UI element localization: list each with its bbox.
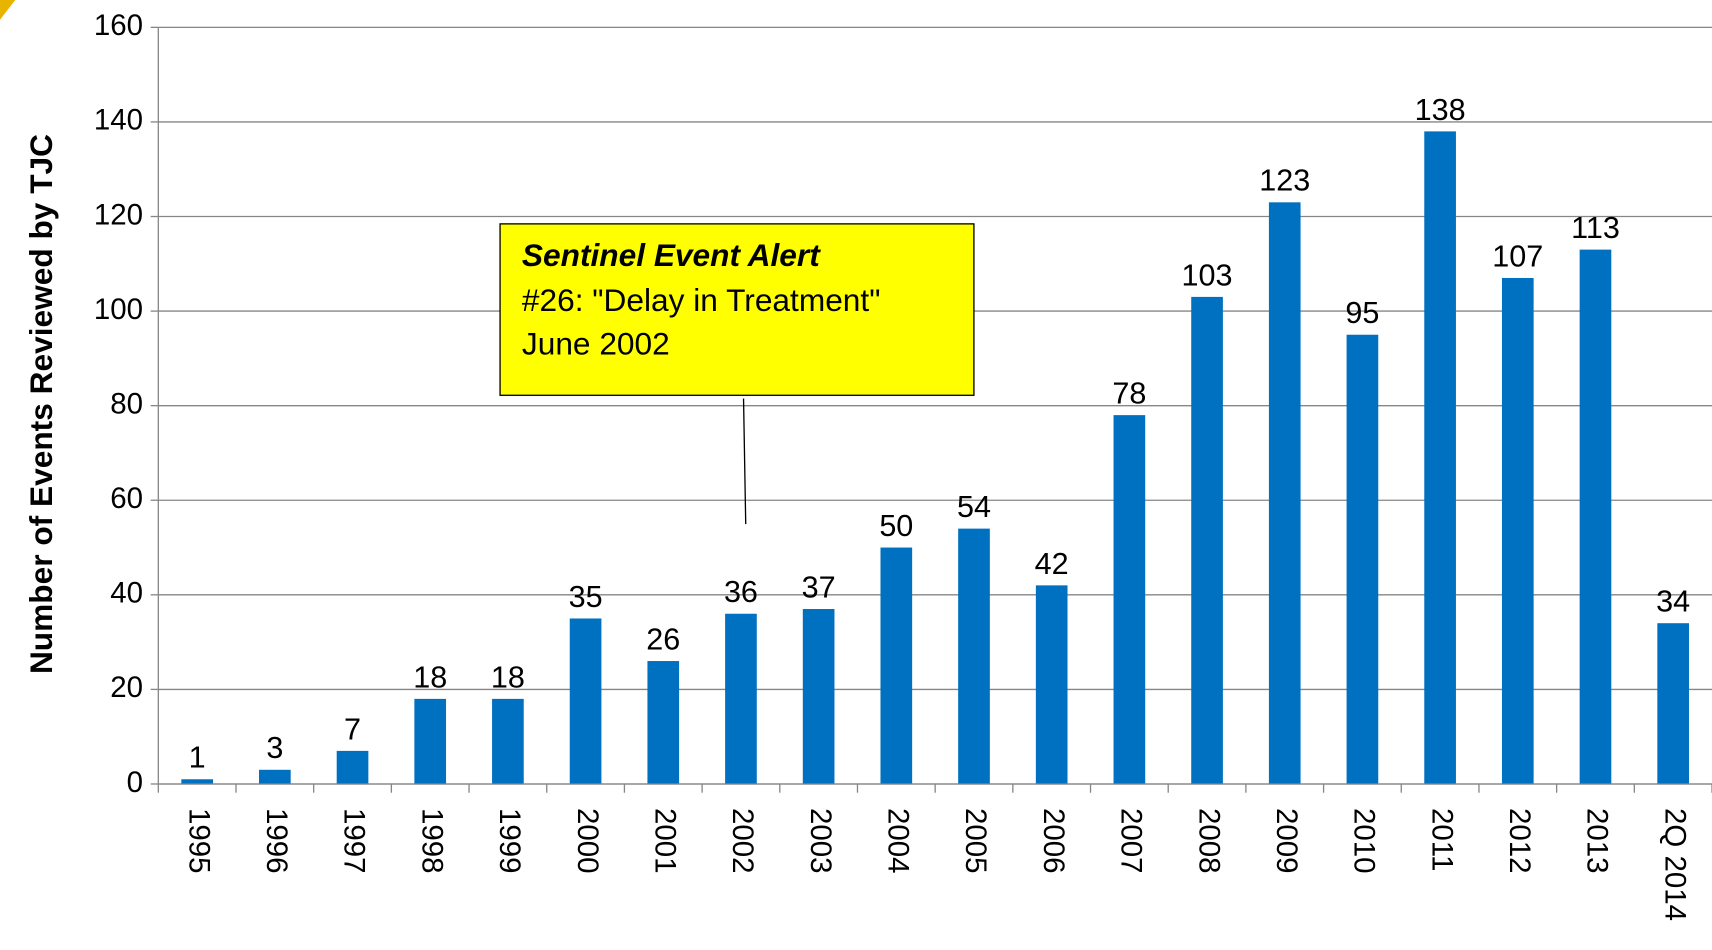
value-label: 95	[1345, 296, 1379, 330]
y-tick-label: 160	[94, 9, 143, 42]
value-label: 123	[1259, 164, 1310, 198]
bar	[1424, 131, 1456, 784]
value-label: 1	[189, 741, 206, 775]
y-tick-label: 20	[110, 671, 143, 704]
x-tick-label: 2Q 2014	[1658, 808, 1691, 921]
x-tick-label: 1997	[338, 808, 371, 874]
bar	[1191, 296, 1223, 784]
bar	[569, 618, 602, 784]
value-label: 107	[1492, 239, 1543, 273]
x-tick-label: 2012	[1503, 808, 1536, 874]
y-tick-label: 120	[94, 198, 143, 231]
x-tick-label: 1999	[493, 808, 526, 874]
bar	[1501, 277, 1534, 784]
value-label: 18	[491, 660, 525, 694]
x-tick-label: 2009	[1270, 808, 1303, 874]
x-tick-label: 2011	[1425, 808, 1458, 871]
value-label: 34	[1656, 585, 1690, 619]
value-label: 42	[1035, 547, 1069, 581]
bar	[647, 661, 680, 784]
value-label: 18	[413, 660, 447, 694]
corner-decoration	[0, 0, 16, 20]
y-tick-label: 0	[127, 766, 143, 799]
value-label: 138	[1415, 93, 1466, 127]
y-tick-label: 40	[110, 577, 143, 610]
value-label: 113	[1571, 211, 1620, 245]
value-label: 50	[879, 509, 913, 543]
annotation-box	[499, 223, 975, 396]
value-label: 37	[802, 570, 836, 604]
bar	[181, 779, 213, 784]
x-tick-label: 1996	[260, 808, 293, 874]
x-tick-label: 1995	[182, 808, 215, 874]
value-label: 36	[724, 575, 758, 609]
x-tick-label: 2007	[1115, 808, 1148, 874]
bar	[1035, 585, 1068, 784]
bar	[802, 609, 835, 784]
y-tick-label: 140	[94, 104, 143, 137]
x-tick-label: 2006	[1037, 808, 1070, 874]
value-label: 35	[569, 580, 603, 614]
bar	[1268, 202, 1301, 784]
bar	[414, 698, 447, 784]
x-tick-label: 2010	[1348, 808, 1381, 874]
bar	[1346, 334, 1379, 784]
value-label: 3	[266, 731, 283, 765]
bar	[725, 613, 757, 784]
x-tick-label: 2005	[959, 808, 992, 874]
y-tick-label: 100	[94, 293, 143, 326]
value-label: 78	[1112, 377, 1146, 411]
x-tick-label: 2008	[1192, 808, 1225, 874]
x-tick-label: 2001	[648, 808, 681, 874]
bar	[336, 750, 369, 784]
bar	[1579, 249, 1612, 784]
annotation-title: Sentinel Event Alert	[522, 237, 821, 273]
value-label: 103	[1182, 258, 1233, 292]
annotation-pointer	[742, 398, 747, 525]
x-tick-label: 1998	[415, 808, 448, 874]
bar	[958, 528, 990, 784]
value-label: 7	[344, 712, 361, 746]
bar	[492, 698, 524, 784]
value-label: 54	[957, 490, 991, 524]
x-tick-label: 2013	[1581, 808, 1614, 874]
y-tick-label: 80	[110, 387, 143, 420]
x-tick-label: 2002	[726, 808, 759, 874]
y-axis-label: Number of Events Reviewed by TJC	[23, 134, 59, 674]
value-label: 26	[646, 622, 680, 656]
bar	[1113, 415, 1146, 784]
x-tick-label: 2003	[804, 808, 837, 874]
annotation-line: June 2002	[522, 326, 670, 362]
y-tick-label: 60	[110, 482, 143, 515]
bar	[259, 769, 291, 784]
plot: 0 20 40 60 80 100 120 140 160 1 1995 3 1996 7 1997 18 19…	[94, 9, 1712, 921]
bar	[880, 547, 913, 784]
annotation-line: #26: "Delay in Treatment"	[522, 282, 881, 318]
x-tick-label: 2000	[571, 808, 604, 874]
bar	[1657, 623, 1689, 784]
x-tick-label: 2004	[882, 808, 915, 874]
